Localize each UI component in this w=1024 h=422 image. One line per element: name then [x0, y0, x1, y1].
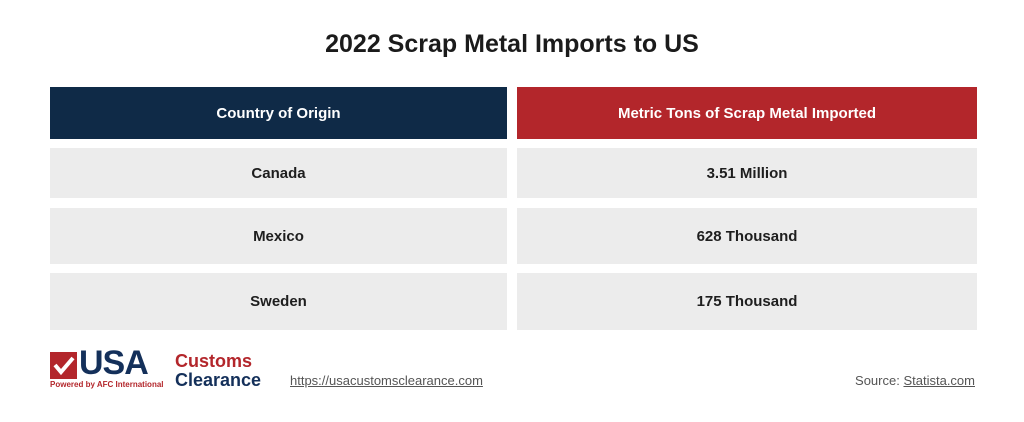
source-label: Source:	[855, 373, 900, 388]
table-cell: Sweden	[50, 273, 507, 330]
logo-check	[50, 352, 77, 379]
table-cell: 628 Thousand	[517, 208, 977, 264]
source-link[interactable]: Statista.com	[903, 373, 975, 388]
logo-clearance: Clearance	[175, 370, 262, 390]
header-cell: Metric Tons of Scrap Metal Imported	[517, 87, 977, 139]
header-cell: Country of Origin	[50, 87, 507, 139]
logo-tagline: Powered by AFC International	[50, 380, 164, 389]
table-cell: 175 Thousand	[517, 273, 977, 330]
source: Source: Statista.com	[855, 373, 975, 388]
url-link[interactable]: https://usacustomsclearance.com	[290, 373, 483, 388]
table-cell: 3.51 Million	[517, 148, 977, 198]
logo-usa: USA	[79, 344, 149, 382]
logo-customs: Customs	[175, 351, 253, 371]
table-cell: Mexico	[50, 208, 507, 264]
table-cell: Canada	[50, 148, 507, 198]
title: 2022 Scrap Metal Imports to US	[325, 30, 699, 58]
